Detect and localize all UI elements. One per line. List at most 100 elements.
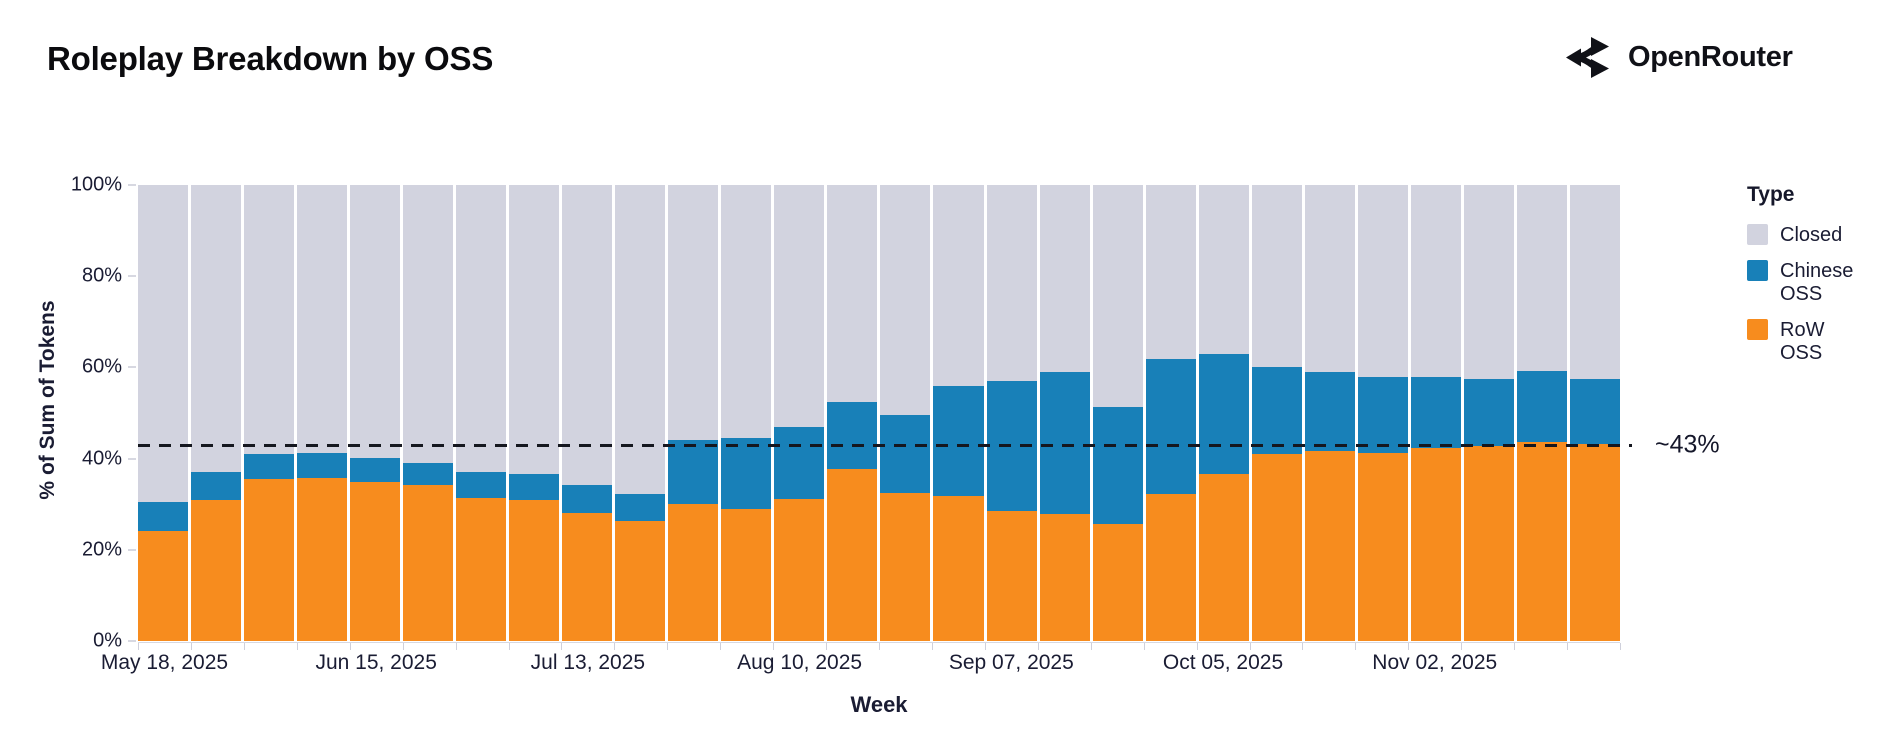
segment-row-oss[interactable] (986, 511, 1037, 641)
bar-week-24[interactable] (1357, 185, 1408, 641)
segment-row-oss[interactable] (933, 495, 984, 641)
segment-chinese-oss[interactable] (615, 494, 666, 521)
bar-week-19[interactable] (1092, 185, 1143, 641)
bar-week-15[interactable] (880, 185, 931, 641)
segment-row-oss[interactable] (1198, 473, 1249, 641)
segment-chinese-oss[interactable] (1039, 371, 1090, 515)
segment-chinese-oss[interactable] (1463, 378, 1514, 447)
segment-row-oss[interactable] (721, 508, 772, 641)
segment-chinese-oss[interactable] (191, 471, 242, 501)
segment-closed[interactable] (774, 185, 825, 427)
bar-week-27[interactable] (1516, 185, 1567, 641)
legend-entry-chinese-oss[interactable]: Chinese OSS (1747, 260, 1872, 306)
segment-closed[interactable] (244, 185, 295, 454)
segment-closed[interactable] (403, 185, 454, 463)
bar-week-1[interactable] (138, 185, 189, 641)
segment-row-oss[interactable] (1516, 442, 1567, 641)
segment-chinese-oss[interactable] (1251, 367, 1302, 455)
segment-closed[interactable] (933, 185, 984, 386)
legend-entry-closed[interactable]: Closed (1747, 224, 1872, 247)
segment-chinese-oss[interactable] (880, 415, 931, 493)
segment-chinese-oss[interactable] (827, 401, 878, 469)
segment-closed[interactable] (191, 185, 242, 472)
bar-week-25[interactable] (1410, 185, 1461, 641)
segment-row-oss[interactable] (191, 500, 242, 641)
bar-week-8[interactable] (509, 185, 560, 641)
bar-week-21[interactable] (1198, 185, 1249, 641)
segment-row-oss[interactable] (615, 520, 666, 641)
segment-closed[interactable] (721, 185, 772, 439)
bar-week-13[interactable] (774, 185, 825, 641)
segment-chinese-oss[interactable] (721, 438, 772, 509)
segment-row-oss[interactable] (1410, 447, 1461, 641)
bar-week-14[interactable] (827, 185, 878, 641)
segment-row-oss[interactable] (456, 498, 507, 641)
segment-row-oss[interactable] (774, 498, 825, 641)
segment-closed[interactable] (350, 185, 401, 458)
segment-row-oss[interactable] (880, 492, 931, 641)
segment-closed[interactable] (1410, 185, 1461, 377)
segment-closed[interactable] (1145, 185, 1196, 360)
segment-chinese-oss[interactable] (933, 385, 984, 496)
segment-row-oss[interactable] (1357, 453, 1408, 641)
bar-week-4[interactable] (297, 185, 348, 641)
segment-row-oss[interactable] (138, 530, 189, 641)
segment-chinese-oss[interactable] (1357, 376, 1408, 454)
segment-row-oss[interactable] (350, 481, 401, 641)
segment-row-oss[interactable] (1463, 446, 1514, 641)
segment-chinese-oss[interactable] (138, 502, 189, 531)
segment-chinese-oss[interactable] (350, 457, 401, 482)
segment-chinese-oss[interactable] (1145, 359, 1196, 494)
segment-chinese-oss[interactable] (668, 440, 719, 505)
segment-closed[interactable] (1092, 185, 1143, 408)
legend-entry-row-oss[interactable]: RoW OSS (1747, 319, 1872, 365)
segment-row-oss[interactable] (403, 485, 454, 641)
segment-closed[interactable] (1569, 185, 1620, 379)
segment-closed[interactable] (562, 185, 613, 486)
bar-week-16[interactable] (933, 185, 984, 641)
segment-row-oss[interactable] (668, 504, 719, 641)
segment-chinese-oss[interactable] (403, 462, 454, 486)
bar-week-12[interactable] (721, 185, 772, 641)
bar-week-9[interactable] (562, 185, 613, 641)
segment-closed[interactable] (1516, 185, 1567, 372)
segment-row-oss[interactable] (827, 468, 878, 641)
segment-chinese-oss[interactable] (1410, 376, 1461, 448)
segment-closed[interactable] (986, 185, 1037, 382)
bar-week-23[interactable] (1304, 185, 1355, 641)
segment-row-oss[interactable] (297, 477, 348, 641)
segment-chinese-oss[interactable] (562, 485, 613, 514)
segment-closed[interactable] (880, 185, 931, 416)
segment-closed[interactable] (615, 185, 666, 495)
segment-chinese-oss[interactable] (1092, 407, 1143, 525)
segment-row-oss[interactable] (509, 500, 560, 641)
bar-week-7[interactable] (456, 185, 507, 641)
segment-chinese-oss[interactable] (297, 452, 348, 478)
bar-week-20[interactable] (1145, 185, 1196, 641)
segment-row-oss[interactable] (1251, 454, 1302, 641)
bar-week-18[interactable] (1039, 185, 1090, 641)
segment-chinese-oss[interactable] (456, 471, 507, 499)
bar-week-22[interactable] (1251, 185, 1302, 641)
segment-chinese-oss[interactable] (1304, 371, 1355, 452)
segment-chinese-oss[interactable] (1198, 353, 1249, 474)
segment-closed[interactable] (668, 185, 719, 441)
segment-closed[interactable] (1463, 185, 1514, 379)
bar-week-17[interactable] (986, 185, 1037, 641)
segment-chinese-oss[interactable] (1569, 378, 1620, 445)
segment-row-oss[interactable] (1039, 514, 1090, 641)
segment-chinese-oss[interactable] (244, 453, 295, 479)
segment-closed[interactable] (138, 185, 189, 503)
segment-row-oss[interactable] (1092, 524, 1143, 641)
segment-chinese-oss[interactable] (509, 473, 560, 501)
segment-row-oss[interactable] (244, 478, 295, 641)
segment-row-oss[interactable] (1569, 444, 1620, 641)
bar-week-26[interactable] (1463, 185, 1514, 641)
segment-closed[interactable] (1357, 185, 1408, 377)
segment-closed[interactable] (1304, 185, 1355, 372)
bar-week-3[interactable] (244, 185, 295, 641)
bar-week-5[interactable] (350, 185, 401, 641)
segment-chinese-oss[interactable] (774, 426, 825, 499)
segment-row-oss[interactable] (562, 513, 613, 641)
segment-closed[interactable] (827, 185, 878, 402)
